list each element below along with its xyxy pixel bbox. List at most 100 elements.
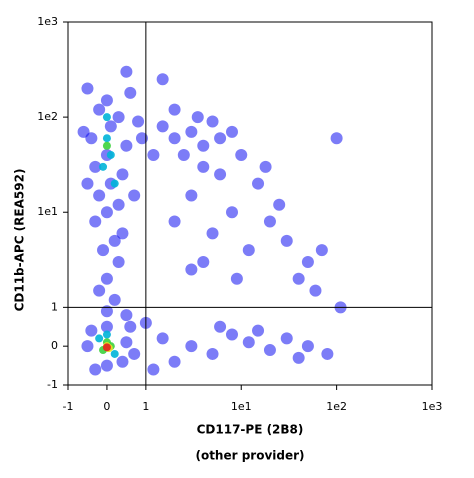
event-dot <box>77 125 90 138</box>
event-dot <box>301 340 314 353</box>
event-dot <box>128 189 141 202</box>
event-dot <box>206 227 219 240</box>
event-dot <box>124 320 137 333</box>
event-dot <box>108 293 121 306</box>
event-dot <box>110 349 119 358</box>
y-tick-label: 1e2 <box>37 110 58 123</box>
event-dot <box>89 160 102 173</box>
event-dot <box>116 168 129 181</box>
event-dot <box>292 351 305 364</box>
event-dot <box>95 334 104 343</box>
x-tick-label: 1 <box>142 400 149 413</box>
event-dot <box>252 324 265 337</box>
event-dot <box>89 215 102 228</box>
event-dot <box>85 324 98 337</box>
event-dot <box>235 148 248 161</box>
event-dot <box>135 132 148 145</box>
x-tick-label: -1 <box>63 400 74 413</box>
event-dot <box>225 125 238 138</box>
event-dot <box>214 132 227 145</box>
event-dot <box>112 198 125 211</box>
event-dot <box>280 332 293 345</box>
event-dot <box>81 177 94 190</box>
event-dot <box>102 134 111 143</box>
y-tick-label: 0 <box>51 339 58 352</box>
event-dot <box>191 111 204 124</box>
event-dot <box>81 340 94 353</box>
event-dot <box>206 115 219 128</box>
event-dot <box>124 86 137 99</box>
plot-frame <box>67 21 433 386</box>
event-dot <box>120 65 133 78</box>
event-dot <box>112 111 125 124</box>
event-dot <box>97 244 110 257</box>
event-dot <box>292 272 305 285</box>
event-dot <box>120 336 133 349</box>
event-dot <box>93 284 106 297</box>
event-dot <box>330 132 343 145</box>
event-dot <box>168 132 181 145</box>
event-dot <box>93 103 106 116</box>
y-tick-label: -1 <box>47 378 58 391</box>
event-dot <box>81 82 94 95</box>
event-dot <box>99 162 108 171</box>
event-dot <box>197 255 210 268</box>
event-dot <box>128 347 141 360</box>
event-dot <box>102 343 111 352</box>
event-dot <box>225 328 238 341</box>
event-dot <box>110 179 119 188</box>
event-dot <box>100 359 113 372</box>
event-dot <box>185 263 198 276</box>
event-dot <box>104 120 117 133</box>
x-tick-label: 0 <box>103 400 110 413</box>
event-dot <box>132 115 145 128</box>
y-tick-label: 1e3 <box>37 15 58 28</box>
event-dot <box>197 160 210 173</box>
y-axis-label: CD11b-APC (REA592) <box>13 169 27 312</box>
event-dot <box>112 255 125 268</box>
event-dot <box>156 332 169 345</box>
event-dot <box>280 234 293 247</box>
event-dot <box>93 189 106 202</box>
event-dot <box>147 148 160 161</box>
event-dot <box>263 344 276 357</box>
event-dot <box>102 113 111 122</box>
event-dot <box>225 206 238 219</box>
event-dot <box>252 177 265 190</box>
event-dot <box>89 363 102 376</box>
event-dot <box>120 139 133 152</box>
event-dot <box>116 227 129 240</box>
event-dot <box>242 244 255 257</box>
event-dot <box>321 347 334 360</box>
event-dot <box>185 340 198 353</box>
event-dot <box>102 141 111 150</box>
event-dot <box>309 284 322 297</box>
event-dot <box>185 189 198 202</box>
event-dot <box>100 94 113 107</box>
event-dot <box>116 355 129 368</box>
event-dot <box>168 355 181 368</box>
event-dot <box>177 148 190 161</box>
event-dot <box>168 103 181 116</box>
y-tick-label: 1 <box>51 300 58 313</box>
event-dot <box>100 272 113 285</box>
event-dot <box>197 139 210 152</box>
event-dot <box>214 168 227 181</box>
x-tick-label: 1e1 <box>231 400 252 413</box>
event-dot <box>263 215 276 228</box>
event-dot <box>156 73 169 86</box>
event-dot <box>185 125 198 138</box>
x-axis-label: CD117-PE (2B8) <box>197 423 304 437</box>
event-dot <box>156 120 169 133</box>
event-dot <box>301 255 314 268</box>
event-dot <box>100 320 113 333</box>
event-dot <box>168 215 181 228</box>
y-tick-label: 1e1 <box>37 205 58 218</box>
event-dot <box>100 305 113 318</box>
event-dot <box>230 272 243 285</box>
event-dot <box>102 330 111 339</box>
event-dot <box>315 244 328 257</box>
x-tick-label: 1e2 <box>326 400 347 413</box>
event-dot <box>259 160 272 173</box>
